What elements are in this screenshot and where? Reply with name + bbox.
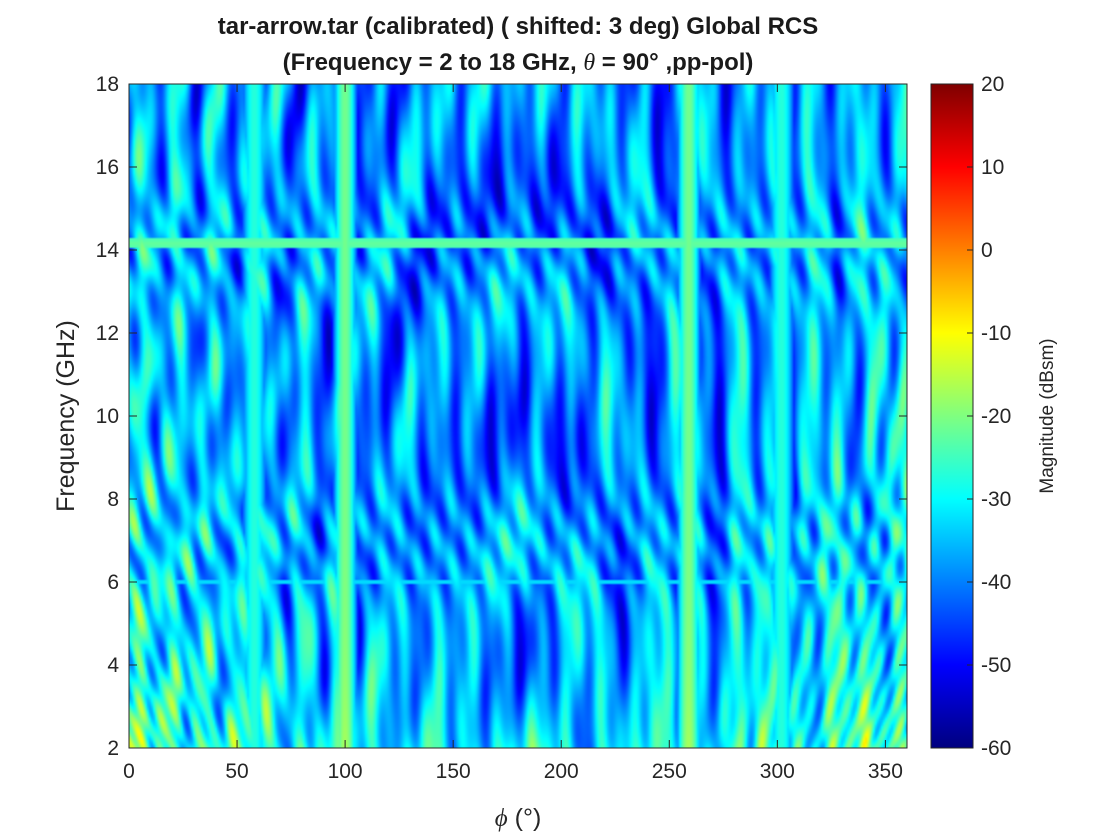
- y-axis-ticks: 2 4 6 8 10 12 14 16 18: [96, 73, 907, 760]
- colorbar-tick-label: -30: [981, 488, 1011, 511]
- colorbar-ticks: 20 10 0 -10 -20 -30 -40 -50 -60: [967, 73, 1011, 760]
- chart-title-line2: (Frequency = 2 to 18 GHz, θ = 90° ,pp-po…: [283, 49, 754, 76]
- y-tick-label: 14: [96, 239, 120, 262]
- colorbar-tick-label: 10: [981, 156, 1004, 179]
- colorbar-tick-label: -60: [981, 737, 1011, 760]
- y-tick-label: 18: [96, 73, 119, 96]
- y-tick-label: 12: [96, 322, 119, 345]
- x-tick-label: 200: [544, 760, 579, 783]
- y-tick-label: 2: [107, 737, 119, 760]
- x-tick-label: 0: [123, 760, 135, 783]
- chart-title-line1: tar-arrow.tar (calibrated) ( shifted: 3 …: [218, 13, 819, 40]
- colorbar: [930, 83, 974, 749]
- y-tick-label: 10: [96, 405, 119, 428]
- x-axis-label: ϕ (°): [495, 804, 542, 832]
- y-axis-label: Frequency (GHz): [52, 320, 80, 512]
- x-axis-ticks: 0 50 100 150 200 250 300 350: [123, 84, 903, 783]
- x-tick-label: 50: [225, 760, 248, 783]
- colorbar-tick-label: -20: [981, 405, 1011, 428]
- x-tick-label: 250: [652, 760, 687, 783]
- x-tick-label: 300: [760, 760, 795, 783]
- x-tick-label: 350: [868, 760, 903, 783]
- colorbar-tick-label: 20: [981, 73, 1004, 96]
- colorbar-tick-label: 0: [981, 239, 993, 262]
- y-tick-label: 4: [107, 654, 119, 677]
- y-tick-label: 16: [96, 156, 119, 179]
- colorbar-tick-label: -50: [981, 654, 1011, 677]
- y-tick-label: 8: [107, 488, 119, 511]
- x-tick-label: 100: [328, 760, 363, 783]
- y-tick-label: 6: [107, 571, 119, 594]
- x-tick-label: 150: [436, 760, 471, 783]
- colorbar-tick-label: -40: [981, 571, 1011, 594]
- colorbar-tick-label: -10: [981, 322, 1011, 345]
- colorbar-label: Magnitude (dBsm): [1037, 338, 1058, 493]
- heatmap-image: [129, 84, 907, 748]
